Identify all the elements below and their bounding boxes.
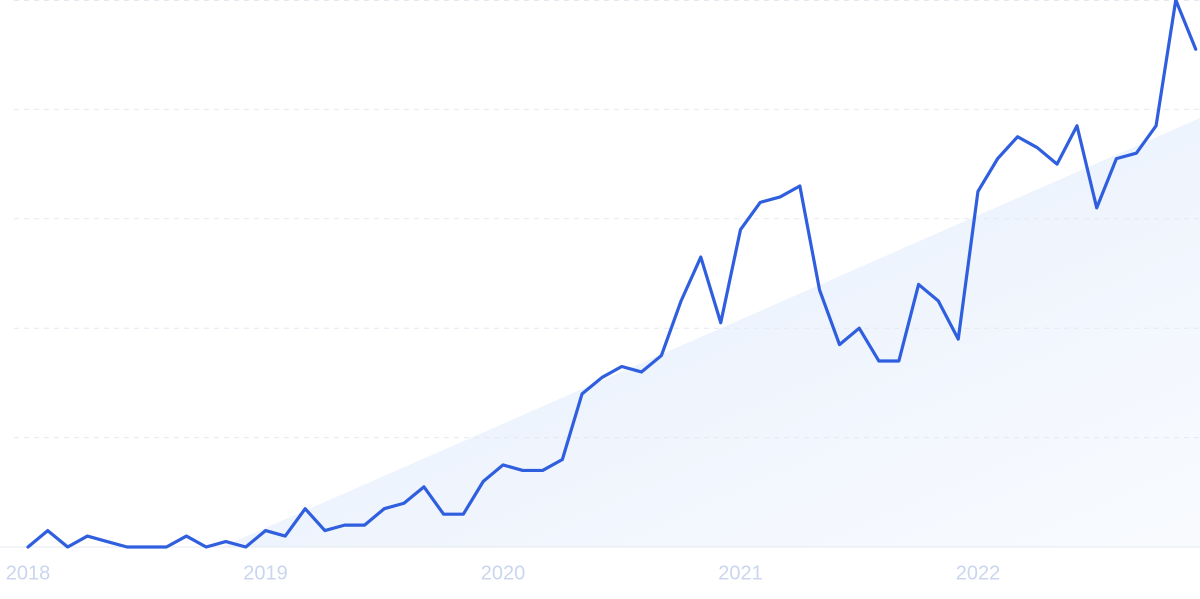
x-tick-label: 2022 — [956, 562, 1001, 584]
x-tick-label: 2021 — [718, 562, 763, 584]
data-line — [26, 0, 1198, 549]
x-tick-label: 2020 — [481, 562, 526, 584]
x-tick-label: 2019 — [243, 562, 288, 584]
grid: 2018 2019 2020 2021 2022 — [0, 0, 1200, 584]
x-tick-label: 2018 — [6, 562, 51, 584]
trend-area — [222, 118, 1200, 547]
marks — [26, 0, 1198, 549]
